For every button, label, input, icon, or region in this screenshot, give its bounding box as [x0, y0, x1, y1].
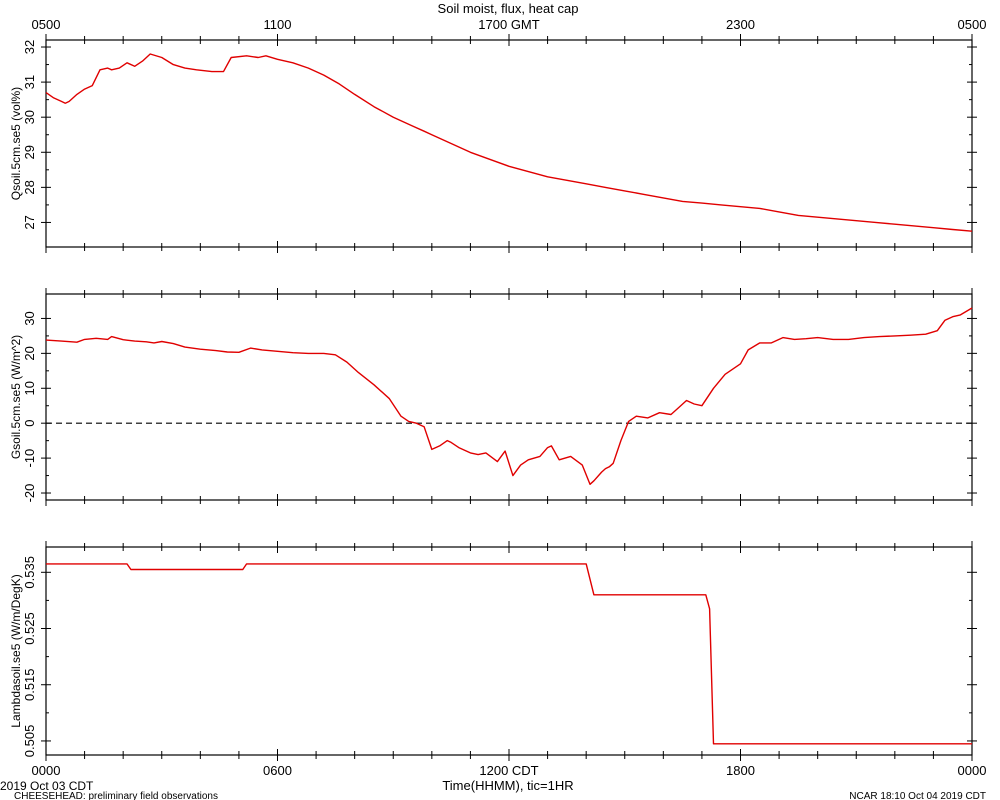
- y-axis-label: Gsoil.5cm.se5 (W/m^2): [9, 335, 23, 459]
- y-axis-label: Lambdasoil.se5 (W/m/DegK): [9, 574, 23, 727]
- panel-1: 27 28 29 30 31 32 Qsoil.5cm.se5 (vol%): [9, 34, 977, 253]
- panel-frame: [45, 39, 973, 248]
- y-tick-label: 0.505: [22, 725, 37, 758]
- series-line: [45, 53, 973, 232]
- y-tick-label: 30: [22, 110, 37, 124]
- chart-title: Soil moist, flux, heat cap: [438, 1, 579, 16]
- panel-2: -20 -10 0 10 20 30 Gsoil.5cm.se5 (W/m^2): [9, 288, 977, 506]
- top-axis-labels: 0500 1100 1700 GMT 2300 0500: [32, 17, 987, 32]
- top-tick-label: 1700 GMT: [478, 17, 539, 32]
- y-tick-label: 32: [22, 40, 37, 54]
- y-tick-label: 0.515: [22, 668, 37, 701]
- y-tick-label: 0.525: [22, 612, 37, 645]
- top-tick-label: 1100: [264, 17, 292, 32]
- top-tick-label: 0500: [32, 17, 61, 32]
- y-tick-label: 31: [22, 75, 37, 89]
- y-tick-label: 27: [22, 215, 37, 229]
- bottom-tick-label: 1200 CDT: [479, 763, 538, 778]
- top-tick-label: 0500: [958, 17, 987, 32]
- footer-stamp: NCAR 18:10 Oct 04 2019 CDT: [849, 791, 986, 800]
- y-tick-label: 28: [22, 180, 37, 194]
- footer-project: CHEESEHEAD: preliminary field observatio…: [14, 791, 218, 800]
- panel-frame: [45, 293, 973, 501]
- bottom-tick-label: 0600: [263, 763, 292, 778]
- bottom-tick-label: 0000: [958, 763, 987, 778]
- y-axis-label: Qsoil.5cm.se5 (vol%): [9, 87, 23, 200]
- x-axis-label: Time(HHMM), tic=1HR: [442, 778, 573, 793]
- y-tick-label: -10: [22, 449, 37, 468]
- y-tick-label: 29: [22, 145, 37, 159]
- panels: 27 28 29 30 31 32 Qsoil.5cm.se5 (vol%) -20 -10 0 1…: [9, 34, 977, 761]
- panel-frame: [45, 546, 973, 756]
- series-line: [45, 307, 973, 485]
- y-tick-label: 0: [22, 420, 37, 427]
- bottom-tick-label: 1800: [726, 763, 755, 778]
- y-tick-label: 10: [22, 381, 37, 395]
- y-tick-label: 30: [22, 311, 37, 325]
- series-line: [46, 563, 972, 745]
- y-tick-label: -20: [22, 484, 37, 503]
- y-tick-label: 0.535: [22, 556, 37, 589]
- y-tick-label: 20: [22, 346, 37, 360]
- bottom-axis-labels: 0000 0600 1200 CDT 1800 0000: [32, 763, 987, 778]
- footer-date: 2019 Oct 03 CDT: [0, 779, 94, 793]
- bottom-tick-label: 0000: [32, 763, 61, 778]
- top-tick-label: 2300: [726, 17, 755, 32]
